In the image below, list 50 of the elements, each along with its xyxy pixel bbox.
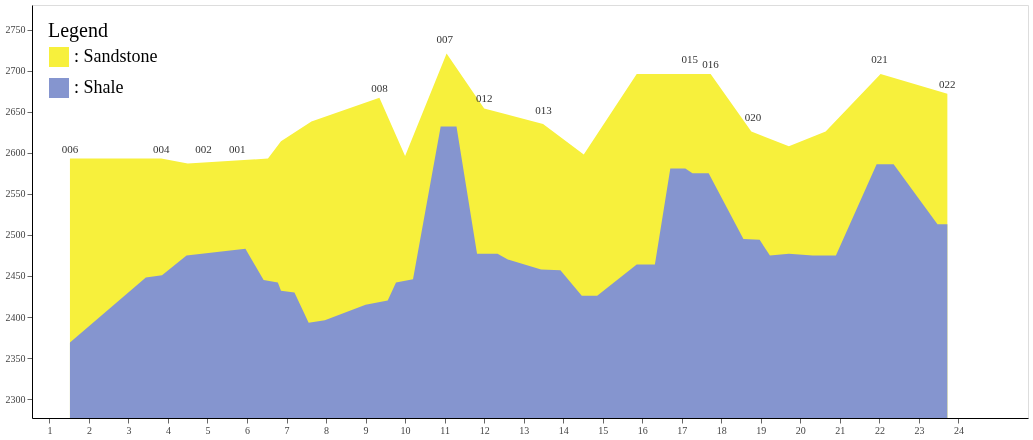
x-tick-label: 1: [47, 424, 53, 436]
y-tick-label: 2500: [5, 229, 26, 241]
y-tick-label: 2700: [5, 65, 26, 77]
x-tick-label: 11: [440, 424, 450, 436]
x-tick-label: 18: [716, 424, 727, 436]
x-tick-label: 16: [637, 424, 648, 436]
x-tick-label: 6: [245, 424, 251, 436]
x-tick-label: 17: [677, 424, 688, 436]
annotation: 002: [195, 143, 212, 156]
y-tick-label: 2600: [5, 147, 26, 159]
annotation: 021: [871, 53, 888, 66]
x-tick-label: 23: [914, 424, 925, 436]
x-tick-label: 12: [479, 424, 490, 436]
y-tick-label: 2750: [5, 24, 26, 36]
y-tick-label: 2550: [5, 188, 26, 200]
y-tick-label: 2450: [5, 270, 26, 282]
annotation: 006: [61, 142, 79, 155]
x-tick-label: 10: [400, 424, 411, 436]
annotation: 012: [475, 92, 493, 105]
x-tick-label: 20: [795, 424, 806, 436]
x-tick-label: 15: [598, 424, 609, 436]
x-tick-label: 5: [205, 424, 211, 436]
annotation: 020: [744, 111, 762, 124]
annotation: 015: [681, 53, 699, 66]
x-tick-label: 4: [165, 424, 171, 436]
x-tick-label: 2: [86, 424, 92, 436]
annotation: 007: [436, 32, 454, 45]
x-tick-label: 13: [519, 424, 530, 436]
annotation: 013: [535, 103, 553, 116]
legend-title: Legend: [48, 19, 108, 42]
annotation: 016: [702, 57, 720, 70]
legend-label: : Sandstone: [74, 46, 158, 66]
x-tick-label: 14: [558, 424, 569, 436]
y-tick-label: 2350: [5, 352, 26, 364]
annotation: 008: [371, 81, 389, 94]
x-tick-label: 24: [953, 424, 964, 436]
x-tick-label: 22: [874, 424, 885, 436]
x-tick-label: 8: [324, 424, 330, 436]
x-tick-label: 9: [363, 424, 369, 436]
legend-label: : Shale: [74, 77, 124, 97]
y-tick-label: 2650: [5, 106, 26, 118]
y-tick-label: 2300: [5, 393, 26, 405]
annotation: 001: [228, 143, 246, 156]
annotation: 022: [939, 77, 956, 90]
x-tick-label: 7: [284, 424, 290, 436]
annotation: 004: [152, 142, 170, 155]
x-tick-label: 3: [126, 424, 132, 436]
x-tick-label: 19: [756, 424, 767, 436]
y-tick-label: 2400: [5, 311, 26, 323]
x-tick-label: 21: [835, 424, 846, 436]
